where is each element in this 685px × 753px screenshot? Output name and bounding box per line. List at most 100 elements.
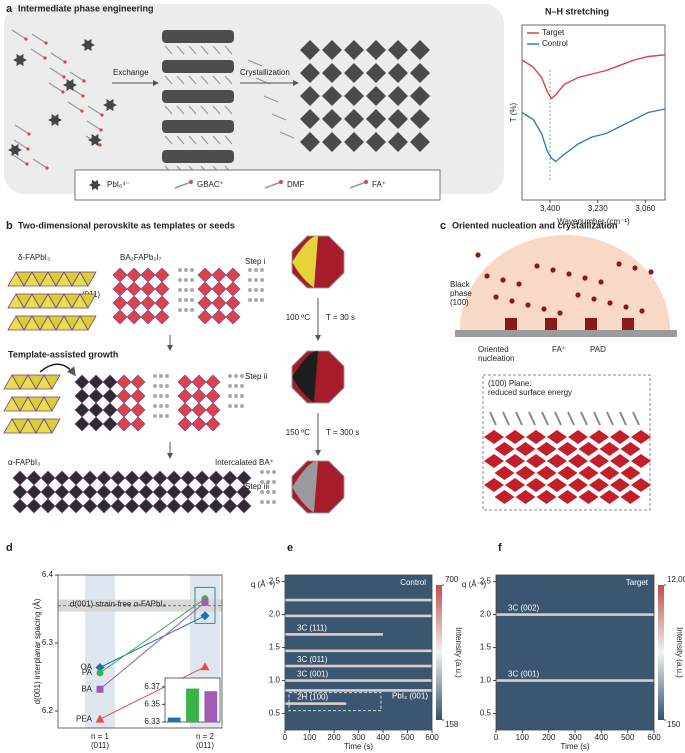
octahedron: [88, 388, 104, 404]
y-axis-label: q (Å⁻¹): [462, 580, 487, 589]
black-octahedron: [568, 430, 588, 444]
y-tick-label: 1.5: [480, 643, 492, 652]
category-band: [85, 575, 115, 728]
x-tick-label: 300: [568, 733, 582, 742]
octahedron: [388, 109, 408, 129]
black-octahedron: [547, 478, 567, 492]
x-tick-label: 500: [401, 733, 415, 742]
atom: [80, 109, 84, 113]
sample-photo-part: [292, 461, 318, 513]
molecule: [212, 45, 221, 55]
octahedron: [410, 86, 430, 106]
molecule: [164, 135, 173, 145]
octahedron: [211, 309, 227, 325]
octahedron: [102, 402, 118, 418]
label: FA⁺: [552, 345, 566, 354]
label: Oriented: [478, 345, 509, 354]
organic: [165, 394, 169, 398]
legend-item: Control: [542, 39, 568, 48]
molecule: [188, 75, 197, 85]
molecule: [176, 75, 185, 85]
octahedron: [12, 470, 28, 486]
octahedron: [112, 267, 128, 283]
organic: [165, 374, 169, 378]
octahedron: [344, 86, 364, 106]
panel-label: c: [440, 220, 446, 232]
delta-octahedron: [79, 293, 97, 309]
plot-frame: [521, 24, 666, 201]
octahedron: [225, 267, 241, 283]
black-octahedron: [620, 466, 641, 480]
black-octahedron: [578, 466, 599, 480]
octahedron: [225, 281, 241, 297]
molecule: [224, 75, 233, 85]
octahedron: [126, 281, 142, 297]
black-octahedron: [568, 454, 588, 468]
octahedron: [68, 470, 84, 486]
label: 100 ºC: [286, 313, 310, 322]
octahedron: [366, 86, 386, 106]
organic: [153, 394, 157, 398]
octahedron: [138, 470, 154, 486]
organic: [184, 288, 188, 292]
octahedron: [138, 484, 154, 500]
zoom-box: [288, 692, 382, 712]
black-octahedron: [484, 478, 504, 492]
octahedron: [126, 295, 142, 311]
peak-label: 2H (100): [297, 693, 328, 702]
colorbar: [658, 585, 664, 720]
label: (100): [450, 298, 469, 307]
peak-band: [285, 679, 432, 682]
legend-item: Target: [542, 28, 565, 37]
organic: [190, 308, 194, 312]
x-tick-label: 100: [516, 733, 530, 742]
octahedron: [191, 374, 207, 390]
octahedron: [300, 86, 320, 106]
black-octahedron: [631, 430, 651, 444]
colorbar-tick-label: 158: [445, 720, 459, 729]
organic: [178, 308, 182, 312]
organic: [254, 288, 258, 292]
molecule: [279, 131, 295, 139]
nucleus: [545, 318, 557, 330]
black-octahedron: [505, 430, 525, 444]
black-octahedron: [505, 454, 525, 468]
line-series: [99, 615, 206, 668]
molecule: [86, 120, 102, 131]
x-tick-label: 400: [376, 733, 390, 742]
plot-frame: [57, 574, 223, 729]
delta-octahedron: [79, 271, 97, 287]
octahedron: [152, 470, 168, 486]
fa-ion: [591, 296, 597, 302]
octahedron: [126, 267, 142, 283]
octahedron: [112, 295, 128, 311]
peak-band: [285, 598, 432, 602]
label: BA₂FAPb₂I₇: [120, 253, 162, 262]
octahedron: [138, 498, 154, 514]
x-tick-label: 3,230: [588, 204, 609, 213]
peak-label: 3C (001): [297, 670, 328, 679]
black-octahedron: [557, 466, 578, 480]
fa-ion: [534, 263, 540, 269]
fa-ion: [632, 265, 638, 271]
peak-label: 3C (011): [297, 655, 328, 664]
heatmap-bg: [496, 575, 654, 730]
panel-title: Two-dimensional perovskite as templates …: [18, 220, 235, 230]
x-axis-label: Time (s): [344, 742, 373, 751]
octahedron: [236, 498, 252, 514]
atom: [98, 143, 102, 147]
octahedron: [102, 416, 118, 432]
peak-band: [285, 633, 383, 636]
octahedron: [344, 63, 364, 83]
organic: [266, 490, 270, 494]
organic: [272, 490, 276, 494]
octahedron: [197, 295, 213, 311]
black-octahedron: [620, 442, 641, 456]
octahedron: [194, 498, 210, 514]
annotation: Control: [400, 578, 426, 587]
black-octahedron: [494, 490, 515, 504]
octahedron: [40, 484, 56, 500]
octahedron: [154, 309, 170, 325]
octahedron: [74, 416, 90, 432]
